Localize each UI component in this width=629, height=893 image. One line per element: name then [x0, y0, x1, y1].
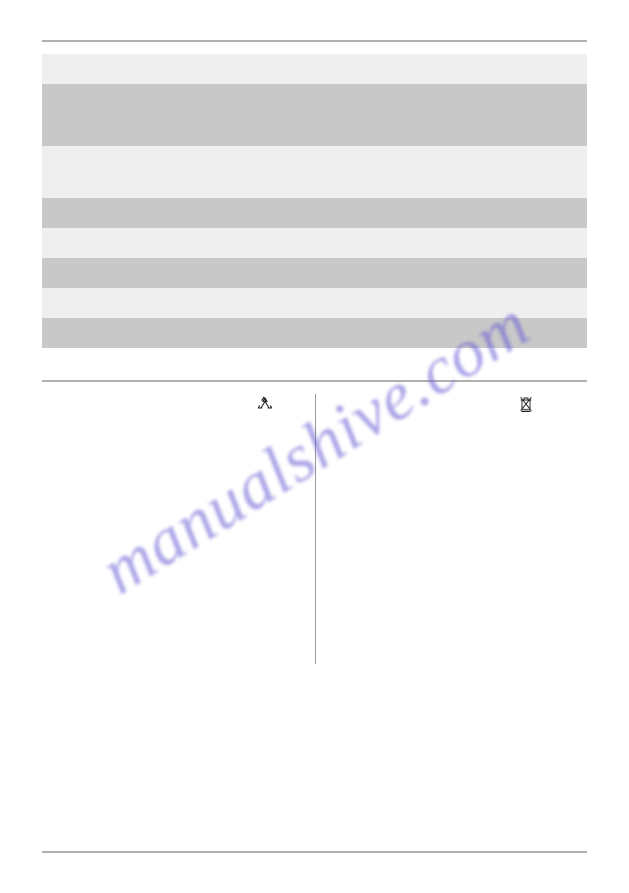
- table-row: [42, 84, 587, 146]
- table-cell: [189, 318, 358, 348]
- table-cell: [358, 198, 587, 228]
- table-cell: [358, 318, 587, 348]
- table-cell: [189, 258, 358, 288]
- table-cell: [42, 318, 189, 348]
- page-container: [0, 0, 629, 893]
- env-right-column: [315, 394, 588, 794]
- top-horizontal-rule: [42, 40, 587, 42]
- table-cell: [358, 54, 587, 84]
- table-row: [42, 318, 587, 348]
- table-cell: [189, 54, 358, 84]
- environment-section: [42, 394, 587, 794]
- table-row: [42, 288, 587, 318]
- table-cell: [189, 288, 358, 318]
- mid-horizontal-rule: [42, 380, 587, 382]
- table-cell: [358, 258, 587, 288]
- table-cell: [42, 288, 189, 318]
- table-cell: [189, 228, 358, 258]
- table-cell: [358, 288, 587, 318]
- table-cell: [42, 228, 189, 258]
- table-row: [42, 228, 587, 258]
- table-cell: [358, 146, 587, 198]
- bottom-horizontal-rule: [42, 851, 587, 853]
- table-cell: [42, 84, 189, 146]
- table-cell: [189, 84, 358, 146]
- table-cell: [189, 198, 358, 228]
- table-row: [42, 146, 587, 198]
- table-cell: [42, 146, 189, 198]
- spec-table: [42, 54, 587, 348]
- table-row: [42, 258, 587, 288]
- table-cell: [358, 228, 587, 258]
- table-cell: [358, 84, 587, 146]
- env-left-column: [42, 394, 315, 794]
- table-cell: [42, 54, 189, 84]
- table-cell: [42, 258, 189, 288]
- table-row: [42, 198, 587, 228]
- table-cell: [42, 198, 189, 228]
- table-row: [42, 54, 587, 84]
- table-cell: [189, 146, 358, 198]
